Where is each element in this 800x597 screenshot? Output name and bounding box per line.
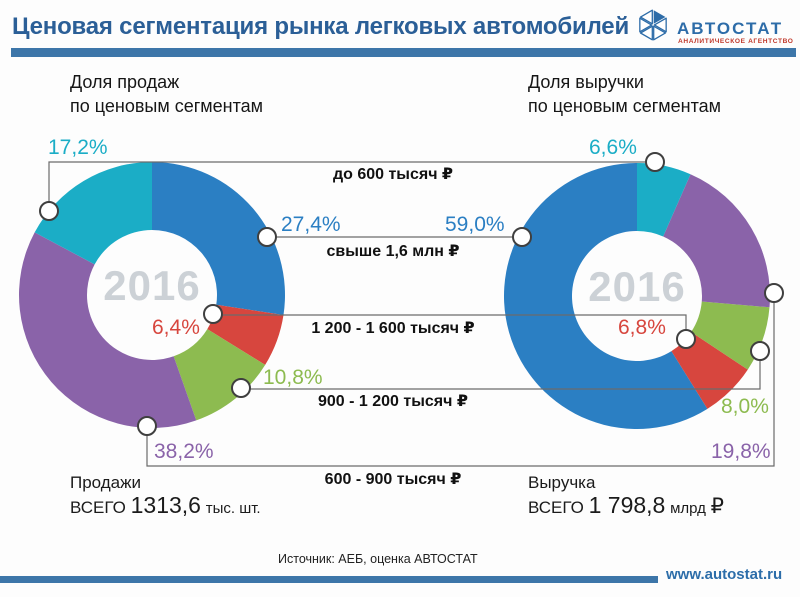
- sales-total-value: 1313,6: [130, 492, 201, 518]
- revenue-total-value: 1 798,8: [588, 492, 666, 518]
- sales-heading-line1: Доля продаж: [70, 72, 180, 92]
- revenue-pct-over-1600: 59,0%: [445, 213, 505, 236]
- sales-total-prefix: ВСЕГО: [70, 498, 126, 517]
- sales-total-title: Продажи: [70, 473, 141, 492]
- marker-revenue-900-1200: [750, 341, 770, 361]
- price-range-over-1600: свыше 1,6 млн ₽: [326, 243, 460, 260]
- revenue-pct-under-600: 6,6%: [589, 136, 637, 159]
- donut-segment: [173, 329, 266, 421]
- sales-pct-1200-1600: 6,4%: [152, 316, 200, 339]
- revenue-total-prefix: ВСЕГО: [528, 498, 584, 517]
- revenue-chart-heading: Доля выручки по ценовым сегментам: [528, 70, 721, 118]
- page-title: Ценовая сегментация рынка легковых автом…: [12, 13, 630, 40]
- price-range-1200-1600: 1 200 - 1 600 тысяч ₽: [311, 320, 475, 337]
- revenue-total-currency: ₽: [710, 495, 725, 518]
- sales-pct-over-1600: 27,4%: [281, 213, 341, 236]
- sales-total-unit: тыс. шт.: [205, 500, 261, 517]
- sales-chart-heading: Доля продаж по ценовым сегментам: [70, 70, 263, 118]
- marker-sales-600-900: [137, 416, 157, 436]
- source-note: Источник: АЕБ, оценка АВТОСТАТ: [278, 552, 478, 566]
- marker-sales-900-1200: [231, 378, 251, 398]
- logo-tagline: АНАЛИТИЧЕСКОЕ АГЕНТСТВО: [678, 38, 794, 45]
- revenue-year-label: 2016: [588, 263, 686, 310]
- revenue-pct-600-900: 19,8%: [711, 440, 771, 463]
- marker-revenue-600-900: [764, 283, 784, 303]
- marker-revenue-under-600: [645, 152, 665, 172]
- sales-year-label: 2016: [103, 262, 201, 309]
- logo-name: АВТОСТАТ: [677, 19, 784, 38]
- revenue-total-line: ВСЕГО 1 798,8 млрд ₽: [528, 494, 724, 520]
- revenue-pct-900-1200: 8,0%: [721, 395, 769, 418]
- footer-bar: [0, 576, 658, 583]
- donut-segment: [691, 301, 770, 370]
- price-range-900-1200: 900 - 1 200 тысяч ₽: [318, 393, 468, 410]
- marker-revenue-1200-1600: [676, 329, 696, 349]
- price-range-under-600: до 600 тысяч ₽: [332, 166, 454, 183]
- revenue-heading-line1: Доля выручки: [528, 72, 644, 92]
- donut-segment: [34, 162, 152, 265]
- revenue-total-title: Выручка: [528, 473, 596, 492]
- header-divider-bar: [11, 48, 796, 57]
- sales-total-line: ВСЕГО 1313,6 тыс. шт.: [70, 494, 261, 520]
- revenue-total: Выручка ВСЕГО 1 798,8 млрд ₽: [528, 472, 724, 520]
- sales-pct-600-900: 38,2%: [154, 440, 214, 463]
- autostat-logo-icon: [639, 9, 667, 41]
- price-range-600-900: 600 - 900 тысяч ₽: [324, 471, 462, 488]
- sales-pct-under-600: 17,2%: [48, 136, 108, 159]
- revenue-total-unit: млрд: [670, 500, 706, 517]
- sales-heading-line2: по ценовым сегментам: [70, 96, 264, 116]
- sales-total: Продажи ВСЕГО 1313,6 тыс. шт.: [70, 472, 261, 520]
- revenue-pct-1200-1600: 6,8%: [618, 316, 666, 339]
- sales-pct-900-1200: 10,8%: [263, 366, 323, 389]
- revenue-heading-line2: по ценовым сегментам: [528, 96, 722, 116]
- website-link[interactable]: www.autostat.ru: [666, 566, 783, 583]
- marker-sales-under-600: [39, 201, 59, 221]
- donut-segment: [637, 163, 691, 237]
